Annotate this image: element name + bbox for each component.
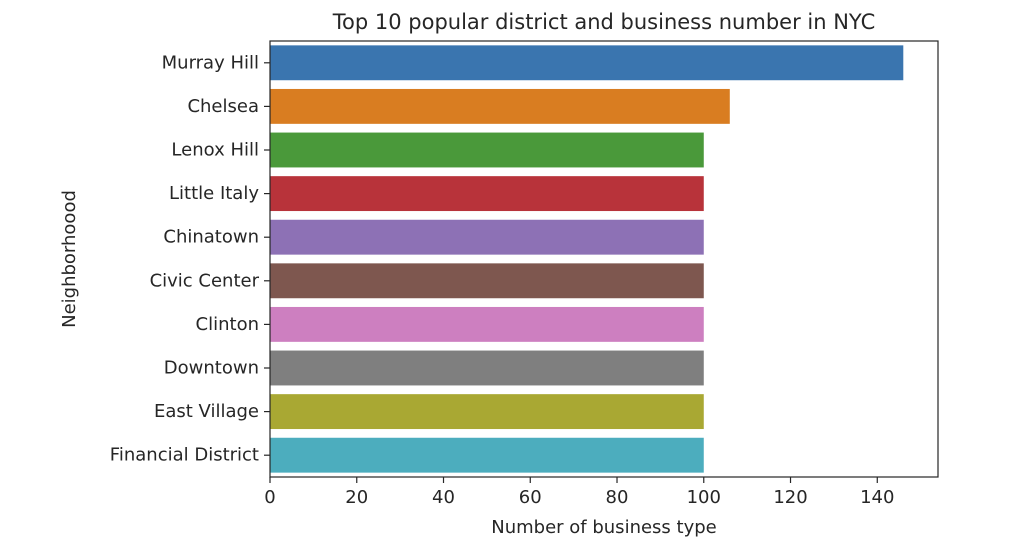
bar-murray-hill	[270, 45, 904, 81]
x-axis-label: Number of business type	[491, 517, 716, 538]
bar-civic-center	[270, 263, 704, 299]
y-tick-label: East Village	[154, 401, 259, 422]
y-tick-label: Little Italy	[169, 183, 259, 204]
bar-financial-district	[270, 437, 704, 473]
y-tick-label: Clinton	[196, 314, 259, 335]
chart-title: Top 10 popular district and business num…	[332, 10, 876, 34]
x-tick-label: 60	[519, 487, 542, 508]
y-tick-label: Chelsea	[187, 96, 259, 117]
bar-chelsea	[270, 88, 730, 124]
bar-lenox-hill	[270, 132, 704, 168]
bar-east-village	[270, 394, 704, 430]
y-tick-label: Financial District	[110, 445, 259, 466]
x-tick-label: 120	[773, 487, 807, 508]
bar-downtown	[270, 350, 704, 386]
x-tick-label: 40	[432, 487, 455, 508]
bar-clinton	[270, 306, 704, 342]
bars-group	[270, 45, 904, 473]
x-tick-label: 100	[687, 487, 721, 508]
y-tick-label: Murray Hill	[162, 52, 259, 73]
bar-chinatown	[270, 219, 704, 255]
y-tick-label: Civic Center	[150, 270, 260, 291]
y-axis-label: Neighborhoood	[59, 190, 80, 328]
y-tick-label: Lenox Hill	[171, 140, 259, 161]
y-axis-ticks: Murray Hill Chelsea Lenox Hill Little Italy…	[110, 52, 270, 466]
plot-frame	[269, 40, 939, 478]
y-tick-label: Chinatown	[163, 227, 259, 248]
x-tick-label: 20	[345, 487, 368, 508]
x-tick-label: 80	[606, 487, 629, 508]
y-tick-label: Downtown	[164, 358, 259, 379]
x-axis-ticks: 0 20 40 60 80 100 120 140	[264, 477, 894, 508]
x-tick-label: 140	[860, 487, 894, 508]
x-tick-label: 0	[264, 487, 275, 508]
bar-little-italy	[270, 176, 704, 212]
